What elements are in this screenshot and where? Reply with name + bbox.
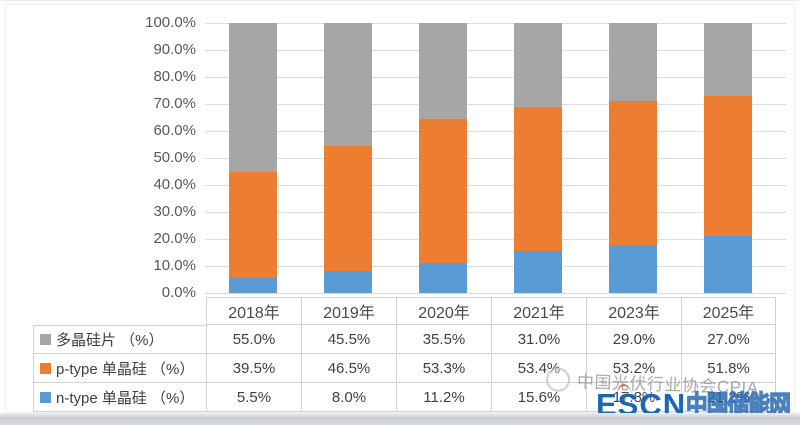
y-axis: 100.0% 90.0% 80.0% 70.0% 60.0% 50.0% 40.0% 30.0… bbox=[100, 1, 196, 311]
y-axis-tick-label: 90.0% bbox=[153, 41, 196, 58]
year-header-cell: 2025年 bbox=[681, 297, 776, 325]
table-value-cell: 35.5% bbox=[396, 325, 491, 354]
legend-label-cell: p-type 单晶硅 （%） bbox=[33, 354, 206, 383]
y-axis-tick-label: 0.0% bbox=[161, 284, 196, 301]
bar-segment bbox=[228, 23, 277, 172]
year-header-cell: 2018年 bbox=[206, 297, 301, 325]
gridline bbox=[205, 266, 786, 267]
plot-area bbox=[205, 23, 786, 294]
y-axis-tick-label: 10.0% bbox=[153, 257, 196, 274]
y-axis-tick-label: 40.0% bbox=[153, 176, 196, 193]
gridline bbox=[205, 131, 786, 132]
bar-segment bbox=[608, 23, 657, 102]
table-value-cell: 51.8% bbox=[681, 354, 776, 383]
stacked-bar-2020年 bbox=[418, 23, 467, 293]
gridline bbox=[205, 77, 786, 78]
table-value-cell: 45.5% bbox=[301, 325, 396, 354]
bar-segment bbox=[513, 23, 562, 107]
legend-swatch-icon bbox=[40, 362, 51, 374]
gridline bbox=[205, 104, 786, 105]
bar-segment bbox=[608, 244, 657, 293]
data-table: 2018年 2019年 2020年 2021年 2023年 2025年多晶硅片 （%） 55… bbox=[33, 297, 776, 412]
bar-segment bbox=[418, 23, 467, 119]
year-header-cell: 2023年 bbox=[586, 297, 681, 325]
bar-segment bbox=[228, 278, 277, 293]
y-axis-tick-label: 80.0% bbox=[153, 68, 196, 85]
bar-segment bbox=[323, 271, 372, 293]
bar-segment bbox=[703, 23, 752, 96]
table-value-cell: 5.5% bbox=[206, 383, 301, 412]
bar-segment bbox=[703, 235, 752, 293]
bar-segment bbox=[513, 106, 562, 251]
legend-label-text: 多晶硅片 （%） bbox=[56, 332, 164, 349]
legend-label-cell: n-type 单晶硅 （%） bbox=[33, 383, 206, 412]
stacked-bar-2023年 bbox=[608, 23, 657, 293]
table-value-cell: 46.5% bbox=[301, 354, 396, 383]
gridline bbox=[205, 239, 786, 240]
stacked-bar-2018年 bbox=[228, 23, 277, 293]
table-value-cell: 55.0% bbox=[206, 325, 301, 354]
table-value-cell: 21.2% bbox=[681, 383, 776, 412]
table-value-cell: 8.0% bbox=[301, 383, 396, 412]
legend-swatch-icon bbox=[40, 334, 51, 345]
year-header-cell: 2021年 bbox=[491, 297, 586, 325]
legend-label-cell: 多晶硅片 （%） bbox=[33, 325, 206, 354]
legend-label-text: p-type 单晶硅 （%） bbox=[56, 360, 195, 378]
bar-segment bbox=[323, 145, 372, 272]
bar-segment bbox=[418, 262, 467, 293]
table-corner-spacer bbox=[33, 297, 206, 325]
y-axis-tick-label: 50.0% bbox=[153, 149, 196, 166]
gridline bbox=[205, 185, 786, 186]
bar-segment bbox=[228, 171, 277, 279]
y-axis-tick-label: 20.0% bbox=[153, 230, 196, 247]
table-value-cell: 17.8% bbox=[586, 383, 681, 412]
table-value-cell: 15.6% bbox=[491, 383, 586, 412]
stacked-bar-2019年 bbox=[323, 23, 372, 293]
gridline bbox=[205, 293, 786, 294]
year-header-cell: 2019年 bbox=[301, 297, 396, 325]
bar-segment bbox=[418, 118, 467, 263]
bar-segment bbox=[513, 250, 562, 293]
bar-segment bbox=[323, 23, 372, 146]
stacked-bar-2025年 bbox=[703, 23, 752, 293]
gridline bbox=[205, 23, 786, 24]
table-value-cell: 53.3% bbox=[396, 354, 491, 383]
bar-segment bbox=[608, 101, 657, 245]
bar-segment bbox=[703, 95, 752, 236]
table-value-cell: 29.0% bbox=[586, 325, 681, 354]
gridline bbox=[205, 212, 786, 213]
legend-swatch-icon bbox=[40, 391, 51, 403]
stacked-bar-2021年 bbox=[513, 23, 562, 293]
table-value-cell: 39.5% bbox=[206, 354, 301, 383]
gridline bbox=[205, 50, 786, 51]
table-value-cell: 53.4% bbox=[491, 354, 586, 383]
y-axis-tick-label: 100.0% bbox=[145, 14, 196, 31]
y-axis-tick-label: 60.0% bbox=[153, 122, 196, 139]
table-value-cell: 31.0% bbox=[491, 325, 586, 354]
y-axis-tick-label: 30.0% bbox=[153, 203, 196, 220]
table-value-cell: 11.2% bbox=[396, 383, 491, 412]
photo-bottom-edge bbox=[0, 413, 800, 425]
y-axis-tick-label: 70.0% bbox=[153, 95, 196, 112]
gridline bbox=[205, 158, 786, 159]
table-value-cell: 53.2% bbox=[586, 354, 681, 383]
table-value-cell: 27.0% bbox=[681, 325, 776, 354]
legend-label-text: n-type 单晶硅 （%） bbox=[56, 389, 195, 407]
year-header-cell: 2020年 bbox=[396, 297, 491, 325]
